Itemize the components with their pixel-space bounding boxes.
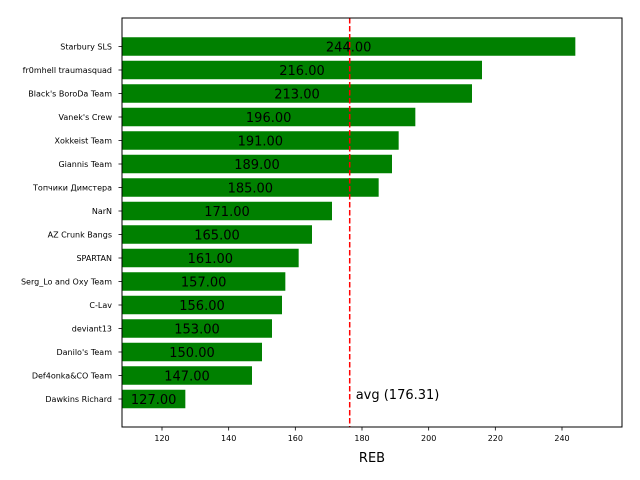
bar: [122, 366, 252, 385]
y-tick-label: Serg_Lo and Oxy Team: [21, 278, 112, 287]
bar: [122, 154, 392, 174]
bar-value-label: 127.00: [131, 393, 177, 408]
y-tick-label: C-Lav: [89, 301, 112, 310]
y-tick-labels-group: Starbury SLS fr0mhell traumasquad Black's …: [21, 43, 122, 404]
bar-value-label: 161.00: [188, 252, 234, 267]
bars-group: [122, 37, 576, 409]
x-tick-label: 140: [221, 434, 236, 443]
y-tick-label: Xokkeist Team: [55, 137, 113, 146]
y-tick-label: deviant13: [72, 325, 112, 334]
bar: [122, 178, 379, 197]
x-tick-label: 180: [354, 434, 369, 443]
y-tick-label: NarN: [92, 207, 112, 216]
y-tick-label: Danilo's Team: [56, 348, 112, 357]
bar-value-label: 189.00: [234, 158, 280, 173]
x-tick-label: 200: [421, 434, 436, 443]
bar: [122, 319, 272, 338]
y-tick-label: Топчики Димстера: [32, 184, 112, 193]
y-tick-label: Giannis Team: [58, 160, 112, 169]
x-tick-label: 240: [554, 434, 569, 443]
bar-value-label: 196.00: [246, 111, 292, 126]
bar-value-label: 213.00: [274, 88, 320, 103]
y-tick-label: Starbury SLS: [60, 43, 112, 52]
plot-background: [122, 18, 622, 427]
bar: [122, 248, 299, 268]
y-tick-label: Black's BoroDa Team: [28, 90, 112, 99]
plot-frame: [121, 17, 623, 428]
bar: [122, 272, 286, 291]
bar: [122, 84, 472, 103]
y-tick-label: SPARTAN: [76, 254, 112, 263]
bar-value-label: 153.00: [174, 323, 220, 338]
bar: [122, 201, 332, 221]
bar-value-label: 216.00: [279, 64, 325, 79]
y-tick-label: Def4onka&CO Team: [32, 372, 112, 381]
bar-value-label: 147.00: [164, 370, 210, 385]
bar: [122, 295, 282, 315]
average-label: avg (176.31): [356, 388, 440, 403]
bar-value-label: 191.00: [238, 135, 284, 150]
x-ticks-group: 120 140 160 180 200 220 240: [154, 427, 570, 443]
bar-value-label: 171.00: [204, 205, 250, 220]
y-tick-label: Dawkins Richard: [45, 395, 112, 404]
bar-value-label: 156.00: [179, 299, 225, 314]
bar-value-label: 150.00: [169, 346, 215, 361]
x-tick-label: 160: [288, 434, 303, 443]
x-tick-label: 220: [488, 434, 503, 443]
bar: [122, 225, 312, 244]
y-tick-label: Vanek's Crew: [59, 113, 113, 122]
x-tick-label: 120: [154, 434, 169, 443]
bar: [122, 131, 399, 150]
bar: [122, 342, 262, 362]
bar-value-label: 157.00: [181, 276, 227, 291]
bar-value-label: 244.00: [326, 41, 372, 56]
bar: [122, 389, 186, 409]
bar-value-label: 165.00: [194, 229, 240, 244]
bar: [122, 60, 482, 80]
bar: [122, 107, 416, 127]
x-axis-label: REB: [359, 451, 385, 466]
y-tick-label: fr0mhell traumasquad: [23, 66, 112, 75]
y-tick-label: AZ Crunk Bangs: [48, 231, 112, 240]
bar: [122, 37, 576, 56]
bar-value-label: 185.00: [228, 182, 274, 197]
